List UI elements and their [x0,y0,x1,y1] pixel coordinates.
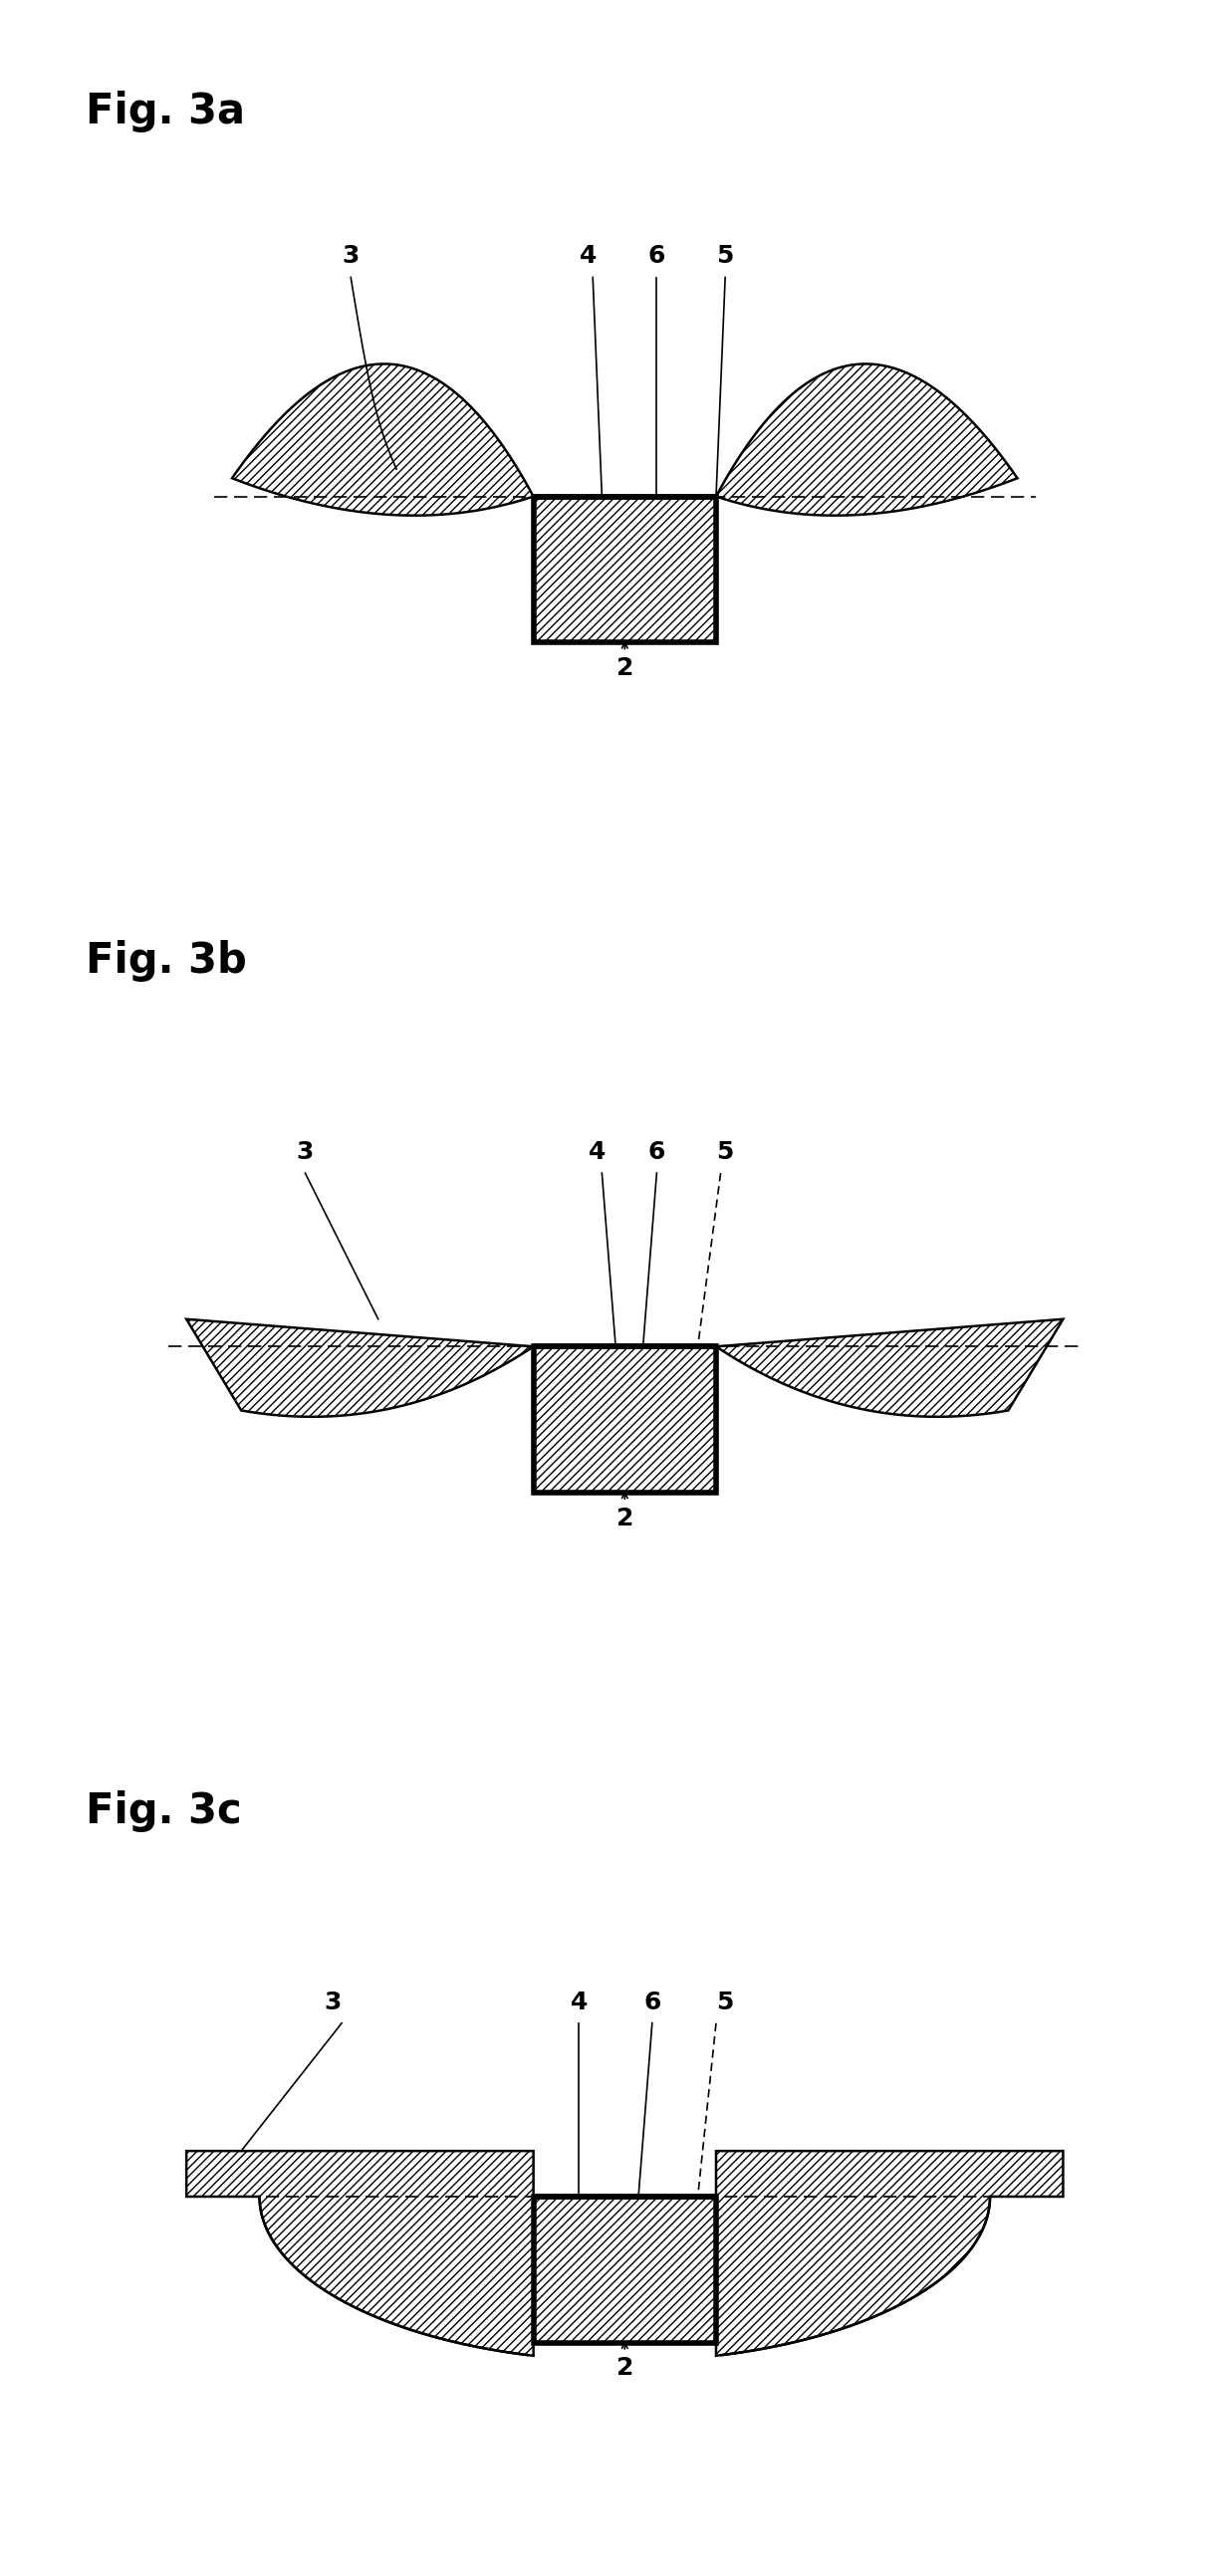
Text: 2: 2 [616,2357,633,2380]
Text: 5: 5 [717,1141,734,1164]
Polygon shape [533,2197,717,2342]
Text: 2: 2 [616,1507,633,1530]
Text: 5: 5 [717,245,734,268]
Polygon shape [533,497,717,641]
Text: Fig. 3a: Fig. 3a [86,90,245,131]
Polygon shape [717,2151,1063,2354]
Text: 4: 4 [571,1991,588,2014]
Polygon shape [232,363,533,515]
Polygon shape [717,1319,1063,1417]
Text: Fig. 3c: Fig. 3c [86,1790,241,1832]
Text: 6: 6 [643,1991,660,2014]
Polygon shape [533,1347,717,1492]
Text: 2: 2 [616,657,633,680]
Polygon shape [186,1319,533,1417]
Text: 4: 4 [579,245,597,268]
Text: 3: 3 [342,245,359,268]
Text: Fig. 3b: Fig. 3b [86,940,247,981]
Text: 6: 6 [648,1141,665,1164]
Polygon shape [186,2151,533,2354]
Polygon shape [717,363,1018,515]
Text: 3: 3 [323,1991,342,2014]
Text: 5: 5 [717,1991,734,2014]
Text: 3: 3 [296,1141,314,1164]
Text: 4: 4 [589,1141,606,1164]
Text: 6: 6 [648,245,665,268]
